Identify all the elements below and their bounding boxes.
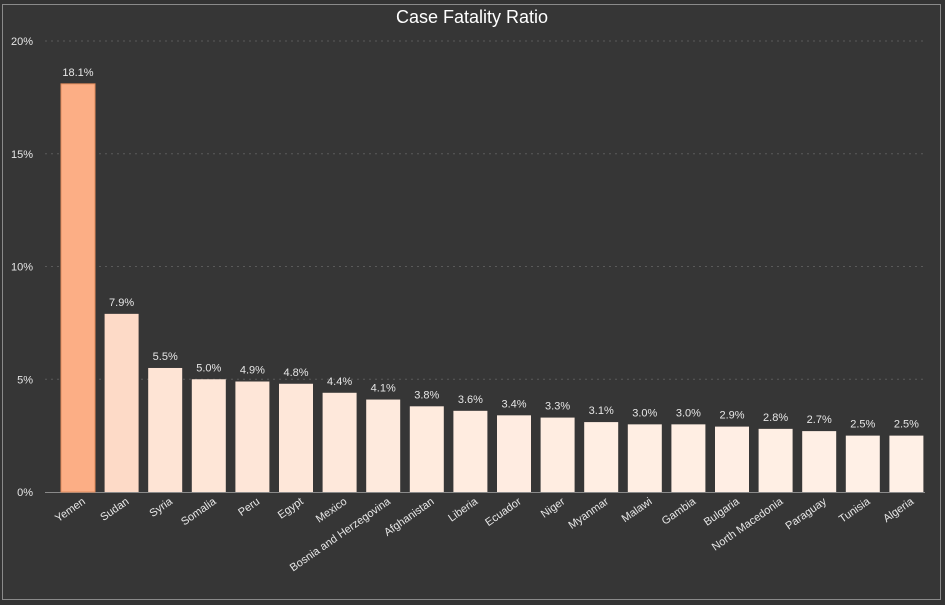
data-label: 3.3% (545, 401, 570, 413)
x-tick-label: Mexico (314, 496, 349, 526)
data-label: 3.0% (676, 407, 701, 419)
x-tick-label: Somalia (179, 495, 219, 528)
data-label: 2.8% (763, 412, 788, 424)
bar (366, 399, 401, 492)
data-labels: 18.1% 7.9% 5.5% 5.0% 4.9% 4.8% 4.4% 4.1% 3.8% 3.6… (62, 67, 919, 431)
bar (104, 313, 139, 492)
x-tick-label: Egypt (276, 496, 306, 522)
data-label: 2.7% (807, 414, 832, 426)
bar (235, 381, 270, 492)
bar (497, 415, 531, 492)
x-tick-label: Gambia (660, 495, 699, 527)
x-tick-label: North Macedonia (710, 495, 786, 553)
bar (148, 367, 183, 492)
bar (191, 379, 226, 492)
data-label: 4.4% (327, 376, 352, 388)
bar (279, 383, 313, 492)
x-tick-label: Liberia (446, 495, 481, 524)
y-tick-label: 0% (17, 487, 33, 499)
x-tick-label: Malawi (620, 496, 655, 525)
bar (627, 424, 662, 492)
bar (758, 428, 793, 492)
y-tick-label: 15% (11, 149, 33, 161)
data-label: 5.5% (153, 351, 178, 363)
x-tick-label: Niger (539, 495, 568, 520)
grid-layer (45, 40, 925, 493)
data-label: 2.9% (719, 410, 744, 422)
bar (409, 406, 444, 492)
x-tick-label: Sudan (98, 496, 131, 524)
x-tick-label: Tunisia (837, 495, 873, 525)
x-axis: Yemen Sudan Syria Somalia Peru Egypt MexicoBos… (53, 495, 917, 574)
x-tick-label: Myanmar (566, 495, 611, 531)
y-axis: 0% 5% 10% 15% 20% (11, 36, 33, 499)
data-label: 2.5% (850, 419, 875, 431)
data-label: 4.9% (240, 365, 265, 377)
data-label: 3.1% (589, 405, 614, 417)
bar (802, 431, 837, 492)
data-label: 2.5% (894, 419, 919, 431)
y-tick-label: 5% (17, 374, 33, 386)
bar (60, 83, 96, 493)
chart-frame (2, 4, 941, 600)
bar (322, 392, 357, 492)
bar (671, 424, 706, 492)
data-label: 3.8% (414, 389, 439, 401)
y-tick-label: 10% (11, 262, 33, 274)
data-label: 3.6% (458, 394, 483, 406)
x-tick-label: Syria (148, 495, 176, 520)
bar (540, 417, 575, 492)
data-label: 4.8% (283, 367, 308, 379)
bar (453, 410, 488, 492)
x-tick-label: Paraguay (783, 495, 829, 532)
x-tick-label: Bulgaria (702, 495, 743, 528)
data-label: 18.1% (62, 67, 93, 79)
bar (715, 426, 749, 492)
x-tick-label: Yemen (53, 496, 88, 525)
data-label: 3.4% (501, 398, 526, 410)
x-tick-label: Peru (236, 496, 262, 519)
bar (845, 435, 880, 492)
data-label: 7.9% (109, 297, 134, 309)
bar (584, 422, 619, 492)
data-label: 4.1% (371, 383, 396, 395)
bar (889, 435, 924, 492)
x-tick-label: Ecuador (483, 495, 524, 529)
bars (60, 83, 924, 493)
x-tick-label: Algeria (881, 495, 917, 525)
chart-title: Case Fatality Ratio (396, 7, 548, 27)
data-label: 5.0% (196, 362, 221, 374)
data-label: 3.0% (632, 407, 657, 419)
y-tick-label: 20% (11, 36, 33, 48)
